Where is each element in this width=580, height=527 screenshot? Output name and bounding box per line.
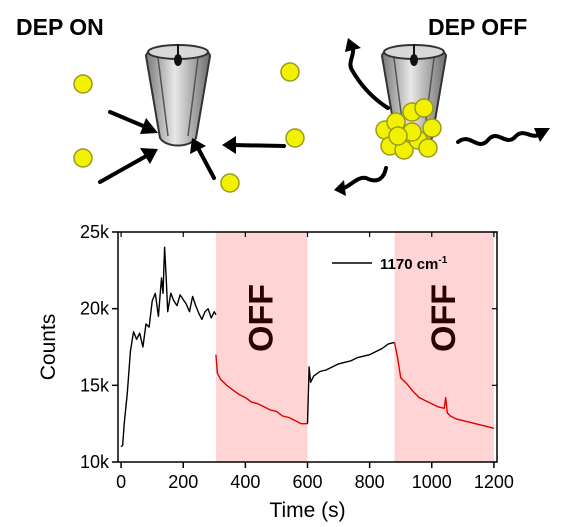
arrowhead [345,38,361,52]
x-axis-label: Time (s) [269,499,345,522]
arrowhead [190,138,206,154]
arrowhead [140,148,158,164]
arrowhead [534,128,550,142]
off-region [215,232,308,462]
particle [280,62,300,82]
series-line-off [393,342,495,429]
y-tick-label: 25k [80,222,110,242]
x-tick-label: 600 [292,472,322,492]
chart: 0 200 400 600 800 1000 1200 10k 15k 20k 25k Time (s… [37,222,514,522]
illustration [73,38,550,196]
y-axis-label: Counts [37,314,60,381]
dep-off-title: DEP OFF [428,14,528,40]
particle [73,74,93,94]
y-tick-label: 15k [80,375,110,395]
off-region-label: OFF [243,284,281,352]
particle [285,128,305,148]
x-tick-label: 0 [116,472,126,492]
x-tick-label: 1000 [412,472,452,492]
x-tick-label: 200 [168,472,198,492]
arrow [342,166,388,190]
y-tick-label: 10k [80,452,110,472]
y-tick-label: 20k [80,299,110,319]
legend-label: 1170 cm-1 [380,255,448,273]
arrow [196,146,216,180]
particle [414,98,434,118]
particle [422,118,442,138]
x-tick-label: 1200 [474,472,514,492]
arrow [456,131,542,146]
off-region-label: OFF [425,284,463,352]
series-line-on [306,341,395,424]
x-tick-label: 400 [230,472,260,492]
series-line-on [120,246,217,448]
series-line-off [215,354,308,425]
arrow [98,153,150,184]
particle [388,126,408,146]
particle [220,173,240,193]
arrowhead [222,136,236,154]
arrowhead [334,180,346,196]
arrow [230,143,286,148]
arrow [348,44,390,110]
arrow [108,110,150,130]
particle [73,148,93,168]
particle [418,138,438,158]
dep-on-title: DEP ON [16,14,104,40]
arrowhead [140,118,158,134]
x-tick-label: 800 [355,472,385,492]
probe-tip-left [144,44,212,147]
